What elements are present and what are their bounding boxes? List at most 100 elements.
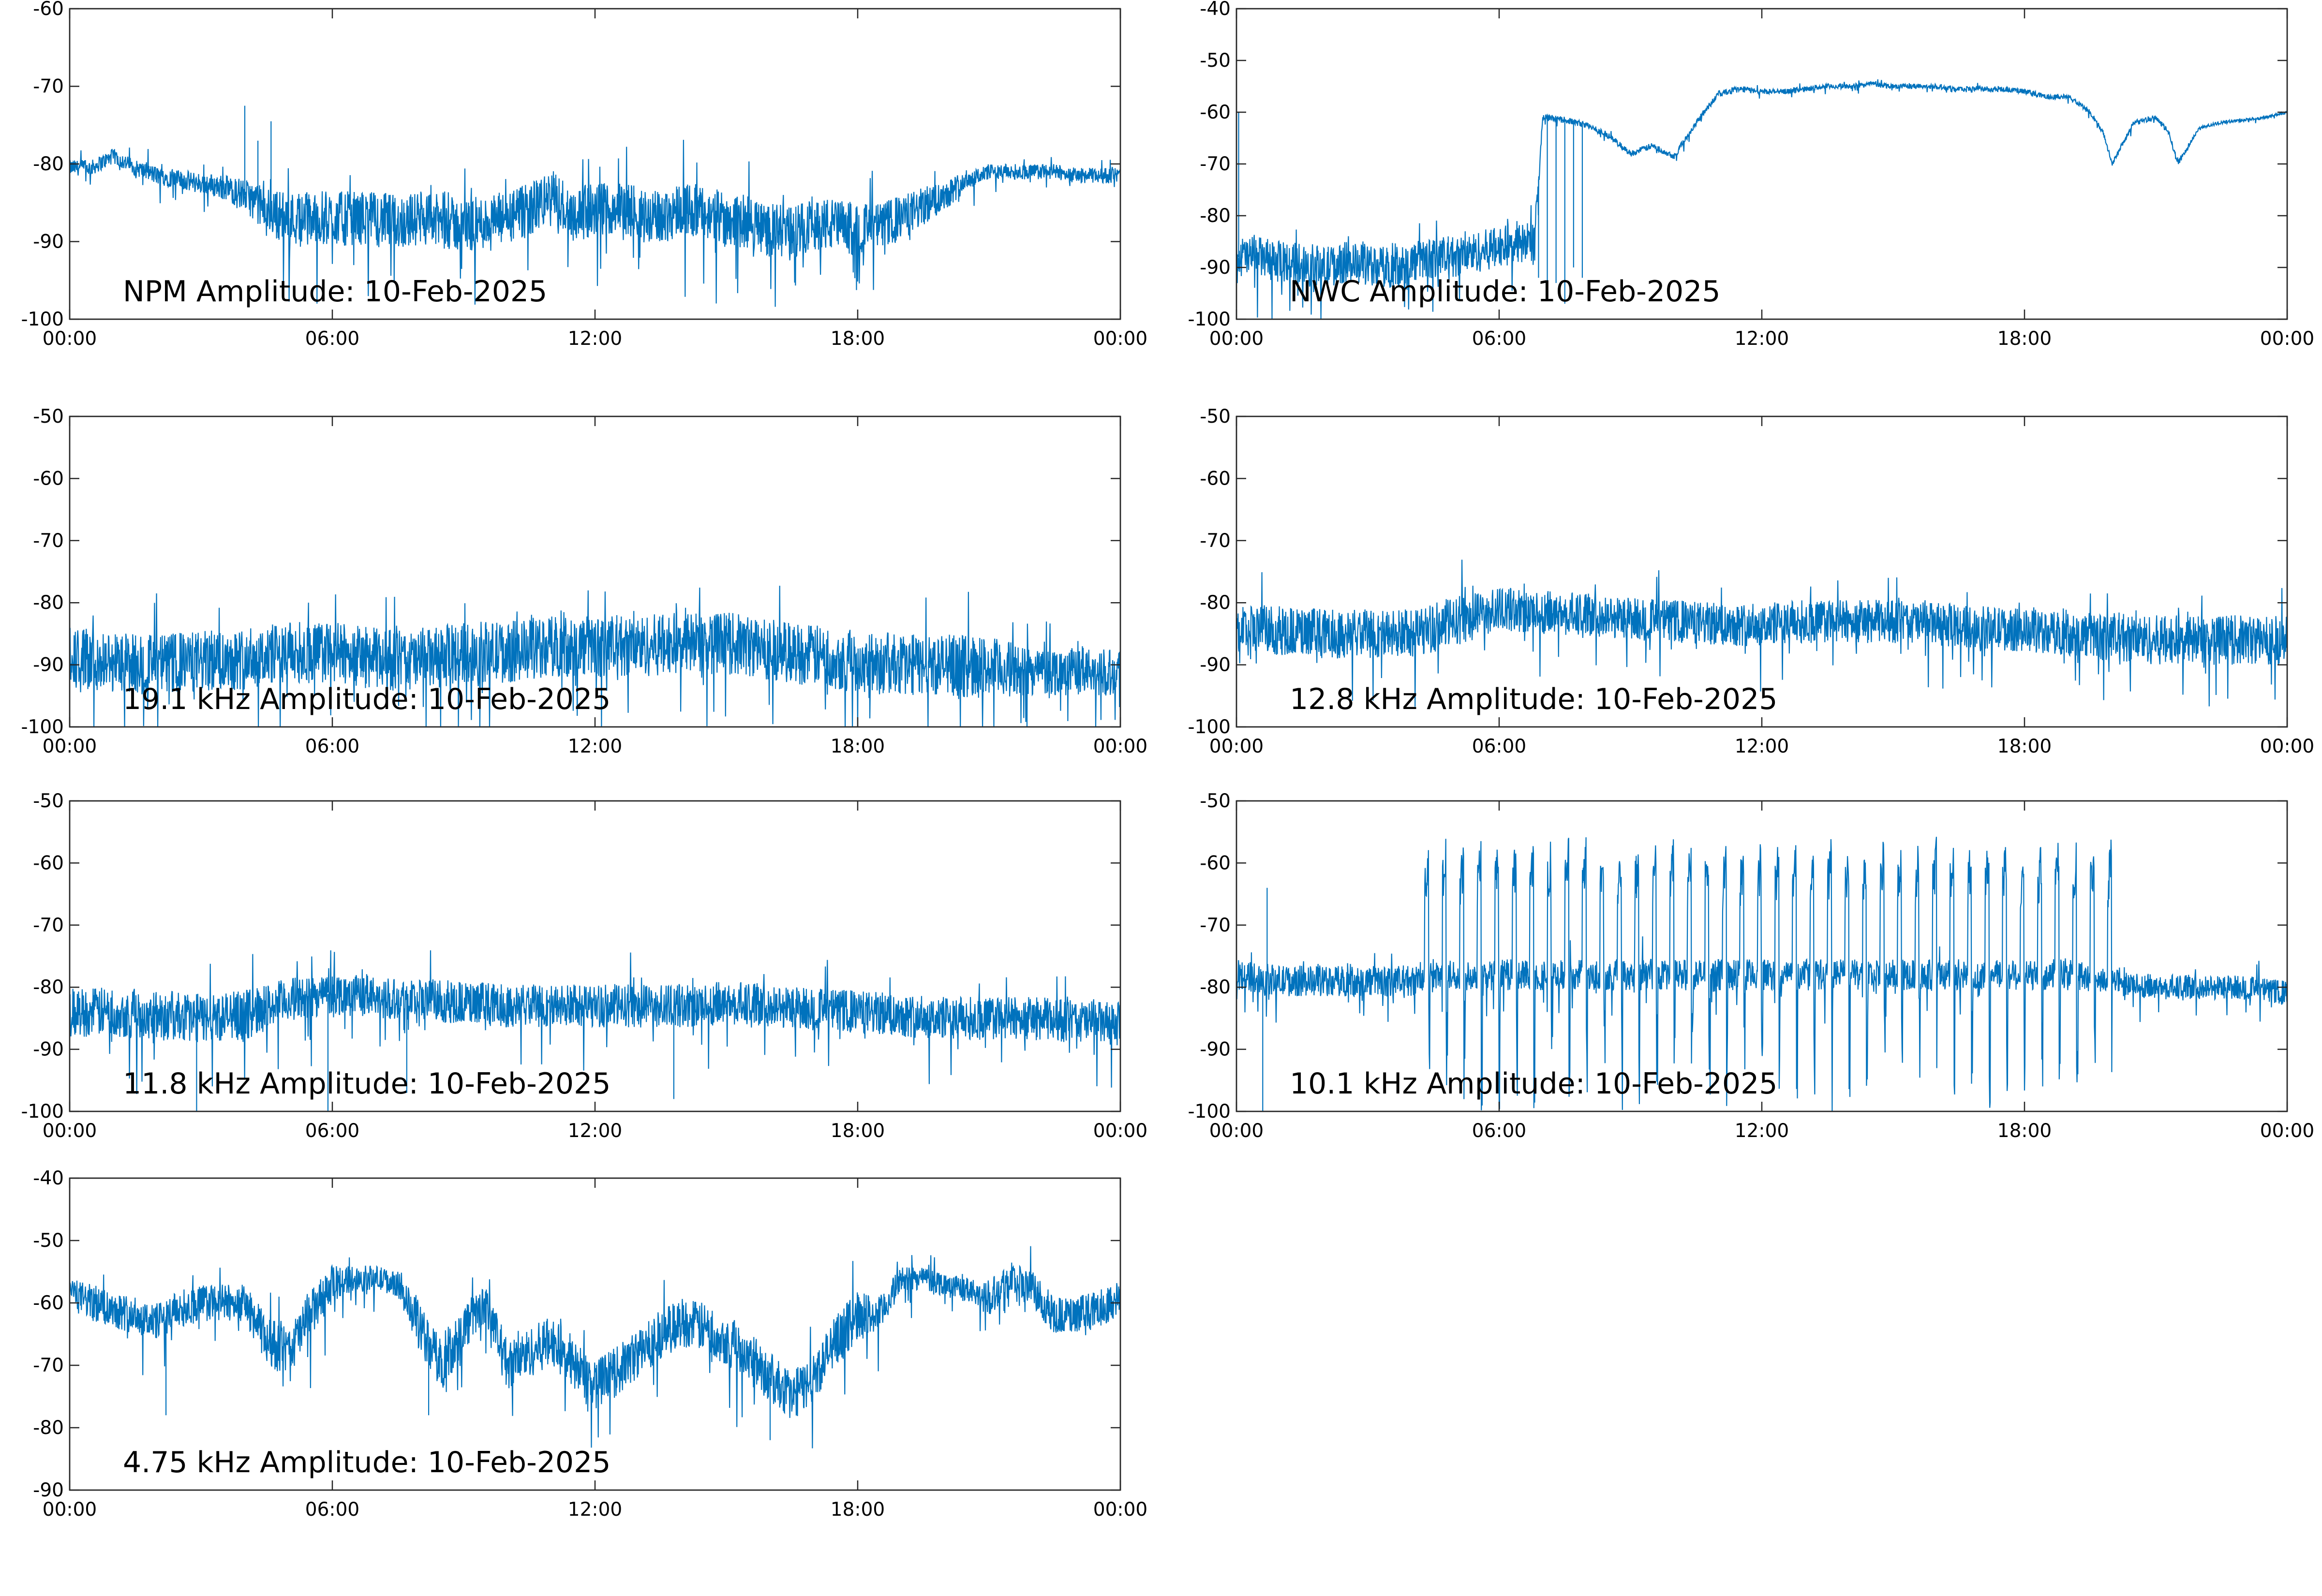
- x-tick-label: 06:00: [1472, 736, 1526, 757]
- y-tick-label: -90: [1200, 654, 1231, 676]
- y-tick-label: -60: [1200, 852, 1231, 874]
- y-tick-label: -80: [1200, 592, 1231, 614]
- x-tick-label: 00:00: [1093, 328, 1147, 350]
- series-line-npm: [70, 140, 1120, 307]
- series-line-khz-4-75: [70, 1246, 1120, 1448]
- y-tick-label: -90: [33, 654, 64, 676]
- axes-border: [1235, 800, 2288, 1112]
- y-tick-label: -90: [33, 1039, 64, 1061]
- panel-title: 12.8 kHz Amplitude: 10-Feb-2025: [1290, 682, 1777, 716]
- x-tick-label: 18:00: [831, 1120, 885, 1142]
- x-tick-label: 06:00: [305, 736, 359, 757]
- y-tick-label: -60: [1200, 468, 1231, 489]
- axes-frame: [1235, 415, 2288, 728]
- y-tick-label: -70: [33, 530, 64, 552]
- axes-frame: [69, 1177, 1121, 1491]
- panel-khz-10-1: -100 -90 -80 -70 -60 -50 00:00 06:00 12:00 18:00 0…: [1188, 790, 2314, 1142]
- series-line-khz-10-1: [1236, 837, 2287, 1111]
- y-tick-label: -80: [1200, 976, 1231, 998]
- x-tick-label: 00:00: [1093, 736, 1147, 757]
- axes-frame: [69, 800, 1121, 1112]
- x-tick-label: 00:00: [1093, 1120, 1147, 1142]
- panel-title: 11.8 kHz Amplitude: 10-Feb-2025: [123, 1067, 610, 1101]
- x-tick-label: 00:00: [2260, 1120, 2314, 1142]
- x-tick-label: 12:00: [568, 328, 622, 350]
- x-tick-label: 00:00: [2260, 328, 2314, 350]
- x-tick-label: 00:00: [1093, 1499, 1147, 1521]
- y-tick-label: -40: [33, 1167, 64, 1189]
- axes-frame: [1235, 8, 2288, 320]
- x-tick-label: 00:00: [43, 1120, 97, 1142]
- y-tick-label: -100: [1188, 716, 1231, 738]
- y-tick-label: -60: [33, 852, 64, 874]
- x-tick-label: 00:00: [2260, 736, 2314, 757]
- x-tick-label: 12:00: [568, 1499, 622, 1521]
- x-tick-label: 12:00: [568, 736, 622, 757]
- y-tick-label: -100: [1188, 1101, 1231, 1123]
- y-tick-label: -100: [1188, 309, 1231, 330]
- panel-npm: -100 -90 -80 -70 -60 00:00 06:00 12:00 18:00 00:0…: [21, 0, 1147, 350]
- panel-khz-11-8: -100 -90 -80 -70 -60 -50 00:00 06:00 12:00 18:00 0…: [21, 790, 1147, 1142]
- panel-khz-4-75: -90 -80 -70 -60 -50 -40 00:00 06:00 12:00 18:00 00…: [33, 1167, 1147, 1521]
- axes-border: [69, 800, 1121, 1112]
- panel-nwc: -100 -90 -80 -70 -60 -50 -40 00:00 06:00 12:00 18:…: [1188, 0, 2314, 350]
- panel-khz-19-1: -100 -90 -80 -70 -60 -50 00:00 06:00 12:00 18:00 0…: [21, 406, 1147, 757]
- x-tick-label: 12:00: [1735, 1120, 1789, 1142]
- x-tick-label: 00:00: [1209, 736, 1264, 757]
- y-tick-label: -80: [33, 153, 64, 175]
- series-line-khz-19-1: [70, 586, 1120, 727]
- x-tick-label: 00:00: [1209, 1120, 1264, 1142]
- y-tick-label: -80: [33, 976, 64, 998]
- x-tick-label: 18:00: [831, 1499, 885, 1521]
- y-tick-label: -90: [1200, 257, 1231, 279]
- x-tick-label: 00:00: [43, 328, 97, 350]
- axes-frame: [69, 8, 1121, 320]
- x-tick-label: 06:00: [305, 328, 359, 350]
- x-tick-label: 06:00: [305, 1499, 359, 1521]
- series-line-khz-12-8: [1236, 560, 2287, 707]
- y-tick-label: -100: [21, 716, 64, 738]
- x-tick-label: 06:00: [1472, 1120, 1526, 1142]
- y-tick-label: -70: [33, 1355, 64, 1376]
- x-tick-label: 00:00: [43, 1499, 97, 1521]
- panel-title: 10.1 kHz Amplitude: 10-Feb-2025: [1290, 1067, 1777, 1101]
- y-tick-label: -70: [1200, 530, 1231, 552]
- x-tick-label: 00:00: [1209, 328, 1264, 350]
- y-tick-label: -90: [33, 231, 64, 253]
- series-line-nwc: [1236, 79, 2287, 319]
- x-tick-label: 06:00: [305, 1120, 359, 1142]
- y-tick-label: -80: [33, 1417, 64, 1439]
- panel-khz-12-8: -100 -90 -80 -70 -60 -50 00:00 06:00 12:00 18:00 0…: [1188, 406, 2314, 757]
- y-tick-label: -40: [1200, 0, 1231, 20]
- panel-title: 4.75 kHz Amplitude: 10-Feb-2025: [123, 1446, 610, 1479]
- y-tick-label: -50: [1200, 406, 1231, 428]
- x-tick-label: 18:00: [831, 328, 885, 350]
- axes-border: [69, 1177, 1121, 1491]
- y-tick-label: -70: [1200, 153, 1231, 175]
- y-tick-label: -90: [33, 1479, 64, 1501]
- y-tick-label: -50: [33, 406, 64, 428]
- y-tick-label: -80: [1200, 205, 1231, 227]
- y-tick-label: -50: [33, 1230, 64, 1252]
- y-tick-label: -90: [1200, 1039, 1231, 1061]
- y-tick-label: -60: [33, 0, 64, 20]
- y-tick-label: -60: [1200, 102, 1231, 123]
- y-tick-label: -100: [21, 1101, 64, 1123]
- y-tick-label: -50: [1200, 790, 1231, 812]
- y-tick-label: -100: [21, 309, 64, 330]
- y-tick-label: -70: [1200, 915, 1231, 936]
- y-tick-label: -80: [33, 592, 64, 614]
- x-tick-label: 12:00: [1735, 328, 1789, 350]
- x-tick-label: 06:00: [1472, 328, 1526, 350]
- x-tick-label: 12:00: [1735, 736, 1789, 757]
- y-tick-label: -70: [33, 915, 64, 936]
- axes-border: [69, 8, 1121, 320]
- axes-border: [1235, 415, 2288, 728]
- axes-border: [1235, 8, 2288, 320]
- x-tick-label: 18:00: [1997, 736, 2052, 757]
- x-tick-label: 18:00: [831, 736, 885, 757]
- panel-title: NWC Amplitude: 10-Feb-2025: [1290, 275, 1721, 309]
- y-tick-label: -50: [33, 790, 64, 812]
- axes-frame: [1235, 800, 2288, 1112]
